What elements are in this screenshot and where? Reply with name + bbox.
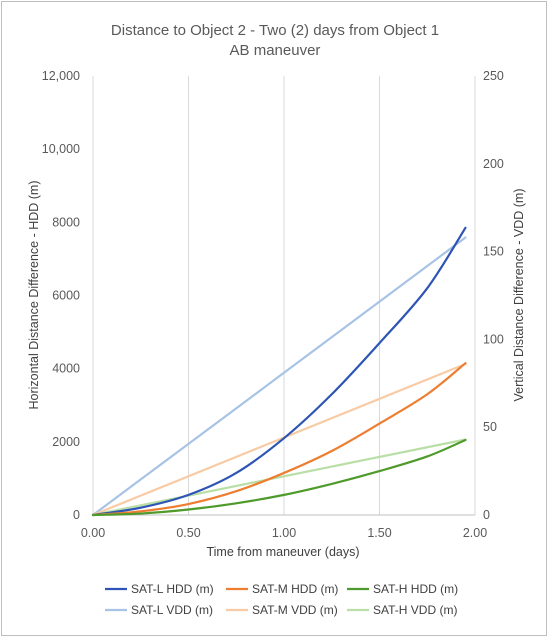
x-axis-title: Time from maneuver (days) [206,545,359,559]
legend-label-sat-m-vdd-m: SAT-M VDD (m) [252,603,338,617]
chart-title: Distance to Object 2 - Two (2) days from… [111,22,439,39]
y-right-tick-label: 50 [483,420,497,434]
y-left-axis-title: Horizontal Distance Difference - HDD (m) [27,181,41,410]
x-tick-label: 1.00 [272,526,296,540]
legend-label-sat-l-hdd-m: SAT-L HDD (m) [131,582,214,596]
legend-label-sat-h-vdd-m: SAT-H VDD (m) [373,603,457,617]
series-line-sat-h-vdd-m [91,438,467,517]
x-tick-labels: 0.00 0.50 1.00 1.50 2.00 [81,526,487,540]
y-left-tick-label: 4000 [52,362,80,376]
series-line-sat-h-hdd-m [91,438,467,517]
legend-label-sat-l-vdd-m: SAT-L VDD (m) [131,603,213,617]
grid [92,76,476,515]
series-line-sat-m-hdd-m [91,362,467,517]
y-right-axis-title: Vertical Distance Difference - VDD (m) [512,188,526,401]
y-left-tick-label: 0 [73,508,80,522]
y-left-tick-label: 6000 [52,289,80,303]
y-right-tick-label: 100 [483,332,504,346]
x-tick-label: 0.50 [176,526,200,540]
legend: SAT-L HDD (m) SAT-M HDD (m) SAT-H HDD (m) S… [105,582,458,617]
chart-subtitle: AB maneuver [230,42,321,59]
y-right-tick-labels: 0 50 100 150 200 250 [483,69,504,522]
y-left-tick-label: 2000 [52,435,80,449]
legend-label-sat-m-hdd-m: SAT-M HDD (m) [252,582,338,596]
y-left-tick-label: 8000 [52,215,80,229]
y-right-tick-label: 150 [483,245,504,259]
x-tick-label: 1.50 [367,526,391,540]
x-tick-label: 0.00 [81,526,105,540]
x-tick-label: 2.00 [463,526,487,540]
y-left-tick-labels: 0 2000 4000 6000 8000 10,000 12,000 [42,69,80,522]
legend-label-sat-h-hdd-m: SAT-H HDD (m) [373,582,458,596]
y-left-tick-label: 10,000 [42,142,80,156]
series-line-sat-m-vdd-m [91,362,467,517]
y-right-tick-label: 250 [483,69,504,83]
series-lines [91,226,467,517]
y-right-tick-label: 200 [483,157,504,171]
series-line-sat-l-vdd-m [91,236,467,517]
y-left-tick-label: 12,000 [42,69,80,83]
series-line-sat-l-hdd-m [91,226,467,517]
y-right-tick-label: 0 [483,508,490,522]
